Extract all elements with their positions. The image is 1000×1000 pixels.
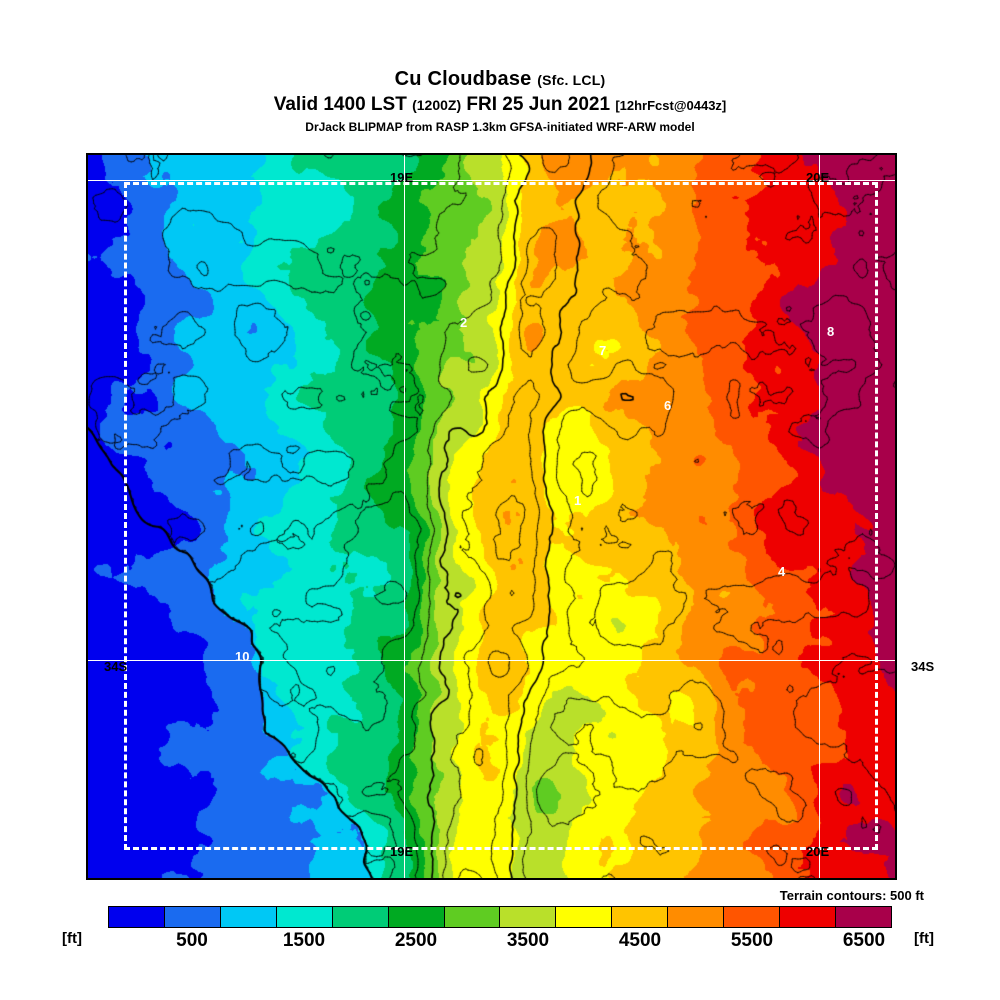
colorbar-tick-2500: 2500: [394, 930, 438, 951]
colorbar-segment-9: [612, 907, 669, 927]
colorbar-segment-13: [835, 907, 891, 927]
colorbar-segment-0: [109, 907, 165, 927]
forecast-bracket: [12hrFcst@0443z]: [615, 98, 727, 113]
colorbar-segment-12: [780, 907, 836, 927]
colorbar-scale: [108, 906, 892, 928]
colorbar-segment-7: [500, 907, 557, 927]
map-frame[interactable]: 19E 20E 19E 20E 2 7 8 6 1 4 10: [86, 153, 897, 880]
colorbar-tick-500: 500: [176, 930, 208, 951]
terrain-contour-note: Terrain contours: 500 ft: [779, 888, 924, 903]
valid-prefix: Valid 1400 LST: [273, 94, 407, 115]
valid-date: FRI 25 Jun 2021: [466, 94, 611, 115]
colorbar-tick-6500: 6500: [842, 930, 886, 951]
model-line: DrJack BLIPMAP from RASP 1.3km GFSA-init…: [305, 120, 695, 134]
colorbar: [ft] [ft] 500 1500 2500 3500 4500 5500 6500: [0, 906, 1000, 966]
colorbar-segment-4: [332, 907, 389, 927]
colorbar-segment-3: [276, 907, 333, 927]
colorbar-segment-2: [220, 907, 277, 927]
cloudbase-field: [88, 155, 895, 878]
colorbar-unit-left: [ft]: [62, 930, 82, 947]
colorbar-segment-1: [164, 907, 221, 927]
colorbar-segment-10: [668, 907, 725, 927]
colorbar-tick-4500: 4500: [618, 930, 662, 951]
colorbar-segment-5: [388, 907, 445, 927]
colorbar-tick-labels: 500 1500 2500 3500 4500 5500 6500: [108, 930, 892, 956]
colorbar-tick-3500: 3500: [506, 930, 550, 951]
colorbar-segment-11: [724, 907, 781, 927]
latitude-label-left: 34S: [104, 659, 128, 674]
colorbar-tick-1500: 1500: [282, 930, 326, 951]
title-suffix: (Sfc. LCL): [537, 72, 606, 88]
latitude-label-right: 34S: [911, 659, 935, 674]
colorbar-segment-8: [556, 907, 613, 927]
valid-time-line: Valid 1400 LST (1200Z) FRI 25 Jun 2021 […: [0, 94, 1000, 116]
title-block: Cu Cloudbase (Sfc. LCL) Valid 1400 LST (…: [0, 68, 1000, 134]
title-main: Cu Cloudbase: [394, 68, 532, 90]
colorbar-unit-right: [ft]: [914, 930, 934, 947]
colorbar-tick-5500: 5500: [730, 930, 774, 951]
valid-z: (1200Z): [412, 97, 462, 113]
page-title: Cu Cloudbase (Sfc. LCL): [0, 68, 1000, 91]
colorbar-segment-6: [444, 907, 501, 927]
